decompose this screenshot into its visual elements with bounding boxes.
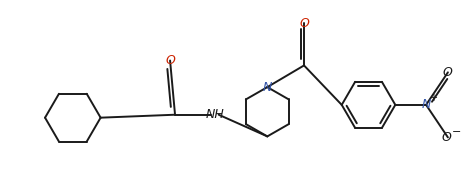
Text: O: O xyxy=(442,66,452,79)
Text: NH: NH xyxy=(205,108,224,121)
Text: N: N xyxy=(420,98,430,111)
Text: O: O xyxy=(299,17,308,30)
Text: N: N xyxy=(262,81,271,94)
Text: −: − xyxy=(451,127,461,138)
Text: O: O xyxy=(165,54,175,67)
Text: +: + xyxy=(428,93,436,103)
Text: O: O xyxy=(441,131,451,144)
